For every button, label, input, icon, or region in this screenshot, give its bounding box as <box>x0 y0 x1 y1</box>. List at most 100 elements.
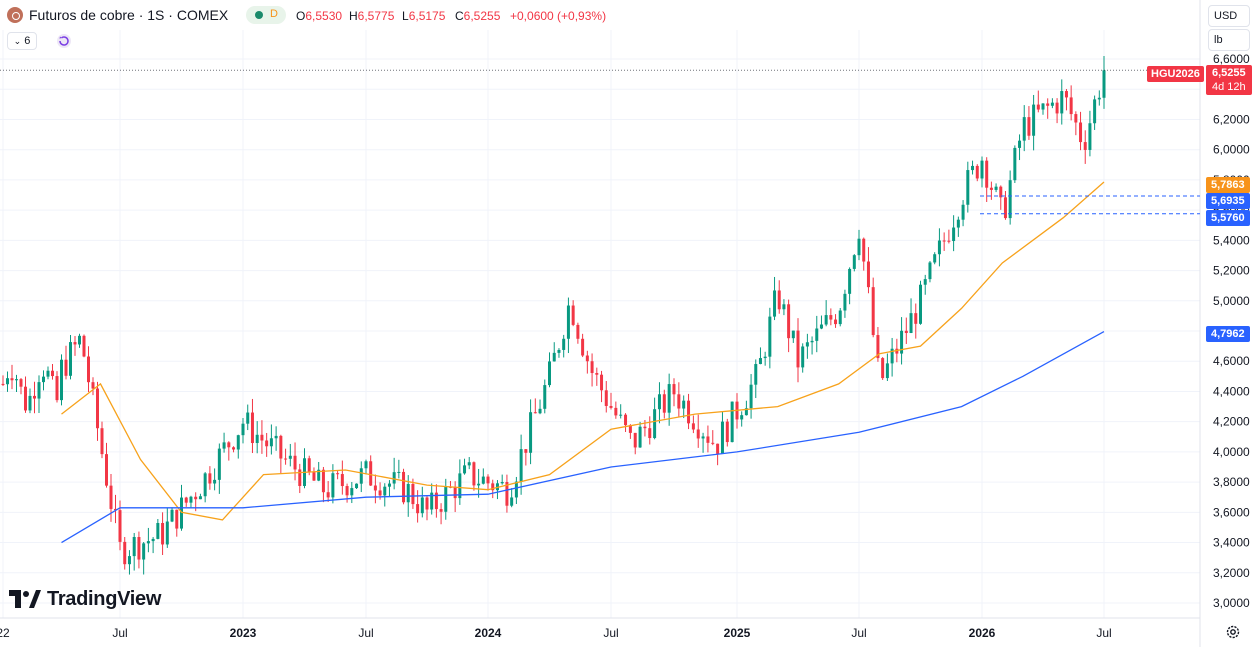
candle-body <box>843 293 847 311</box>
candle-body <box>359 468 363 484</box>
candle-body <box>10 378 14 381</box>
candle-body <box>105 454 108 486</box>
candle-body <box>985 160 989 188</box>
candle-body <box>730 401 734 443</box>
candle-body <box>298 469 302 486</box>
candle-body <box>463 465 467 474</box>
candle-body <box>406 483 410 503</box>
candle-body <box>453 486 457 499</box>
candle-body <box>538 408 542 414</box>
candle-body <box>425 497 429 510</box>
y-tick-label: 3,6000 <box>1213 505 1250 519</box>
ma-long-tag: 4,7962 <box>1206 326 1250 342</box>
x-tick-label: Jul <box>112 626 127 640</box>
tradingview-logo[interactable]: TradingView <box>9 586 161 612</box>
candle-body <box>937 240 941 255</box>
candle-body <box>604 390 608 406</box>
candle-body <box>885 363 889 379</box>
candle-body <box>754 364 758 385</box>
candle-body <box>241 423 245 436</box>
candle-body <box>548 361 551 386</box>
candle-body <box>510 497 514 506</box>
market-status-pill[interactable]: D <box>246 6 286 24</box>
gear-icon[interactable] <box>1222 624 1244 644</box>
refresh-icon[interactable] <box>54 32 74 50</box>
candle-body <box>28 395 32 411</box>
candle-body <box>156 522 160 539</box>
candle-body <box>64 359 68 376</box>
candle-body <box>524 449 528 453</box>
candle-body <box>980 160 984 179</box>
candle-body <box>1097 97 1101 100</box>
candle-body <box>481 476 485 484</box>
candle-body <box>350 488 354 496</box>
candle-body <box>55 376 59 401</box>
candle-body <box>142 543 146 560</box>
candle-body <box>787 304 791 339</box>
candle-body <box>815 328 819 341</box>
candle-body <box>682 400 686 409</box>
candle-body <box>279 435 283 459</box>
delayed-flag: D <box>270 8 278 20</box>
candle-body <box>777 290 781 310</box>
x-tick-label: 2023 <box>230 626 257 640</box>
y-tick-label: 3,4000 <box>1213 536 1250 550</box>
candle-body <box>312 472 316 481</box>
indicator-count: 6 <box>24 35 31 47</box>
candle-body <box>862 238 866 262</box>
candle-body <box>966 170 970 205</box>
candle-body <box>42 376 45 383</box>
bar-countdown: 4d 12h <box>1212 81 1246 93</box>
candle-body <box>137 536 141 560</box>
candle-body <box>402 471 406 503</box>
unit-select[interactable]: lb <box>1208 29 1250 51</box>
x-tick-label: Jul <box>603 626 618 640</box>
candle-body <box>909 313 913 334</box>
candle-body <box>838 310 842 325</box>
currency-select[interactable]: USD <box>1208 5 1250 27</box>
y-tick-label: 4,4000 <box>1213 384 1250 398</box>
candle-body <box>805 342 809 347</box>
candle-body <box>956 219 960 228</box>
candle-body <box>467 462 471 466</box>
candle-body <box>132 536 136 557</box>
symbol-title[interactable]: Futuros de cobre · 1S · COMEX <box>29 7 229 23</box>
y-tick-label: 4,6000 <box>1213 354 1250 368</box>
candle-body <box>340 474 344 487</box>
candle-body <box>217 448 221 480</box>
candle-body <box>232 447 236 450</box>
candle-body <box>600 374 604 391</box>
candle-body <box>378 490 382 496</box>
candle-body <box>1041 103 1045 110</box>
candle-body <box>109 485 113 509</box>
candle-body <box>687 400 691 424</box>
candle-body <box>33 395 36 399</box>
candle-body <box>208 473 212 484</box>
candle-body <box>175 509 179 529</box>
candle-body <box>1083 142 1087 150</box>
candle-body <box>1 383 5 385</box>
candle-body <box>904 330 908 334</box>
chart-header: Futuros de cobre · 1S · COMEX D O6,5530 … <box>0 0 1200 32</box>
candle-body <box>69 342 72 376</box>
candle-body <box>420 497 424 514</box>
candle-body <box>37 382 41 399</box>
candle-body <box>6 378 9 385</box>
candle-body <box>189 496 193 503</box>
candle-body <box>519 449 523 482</box>
candle-body <box>866 261 870 288</box>
candle-body <box>1022 117 1026 141</box>
candle-body <box>260 434 264 441</box>
candle-body <box>782 304 786 310</box>
candle-body <box>146 541 150 544</box>
y-tick-label: 5,2000 <box>1213 264 1250 278</box>
candle-body <box>78 335 81 345</box>
candle-body <box>331 473 335 498</box>
ohlc-low: L6,5175 <box>402 9 446 23</box>
candle-body <box>914 313 918 324</box>
collapse-indicators-button[interactable]: ⌄ 6 <box>7 32 37 50</box>
candle-body <box>716 443 720 454</box>
candle-body <box>165 521 169 545</box>
candle-body <box>1079 122 1083 143</box>
